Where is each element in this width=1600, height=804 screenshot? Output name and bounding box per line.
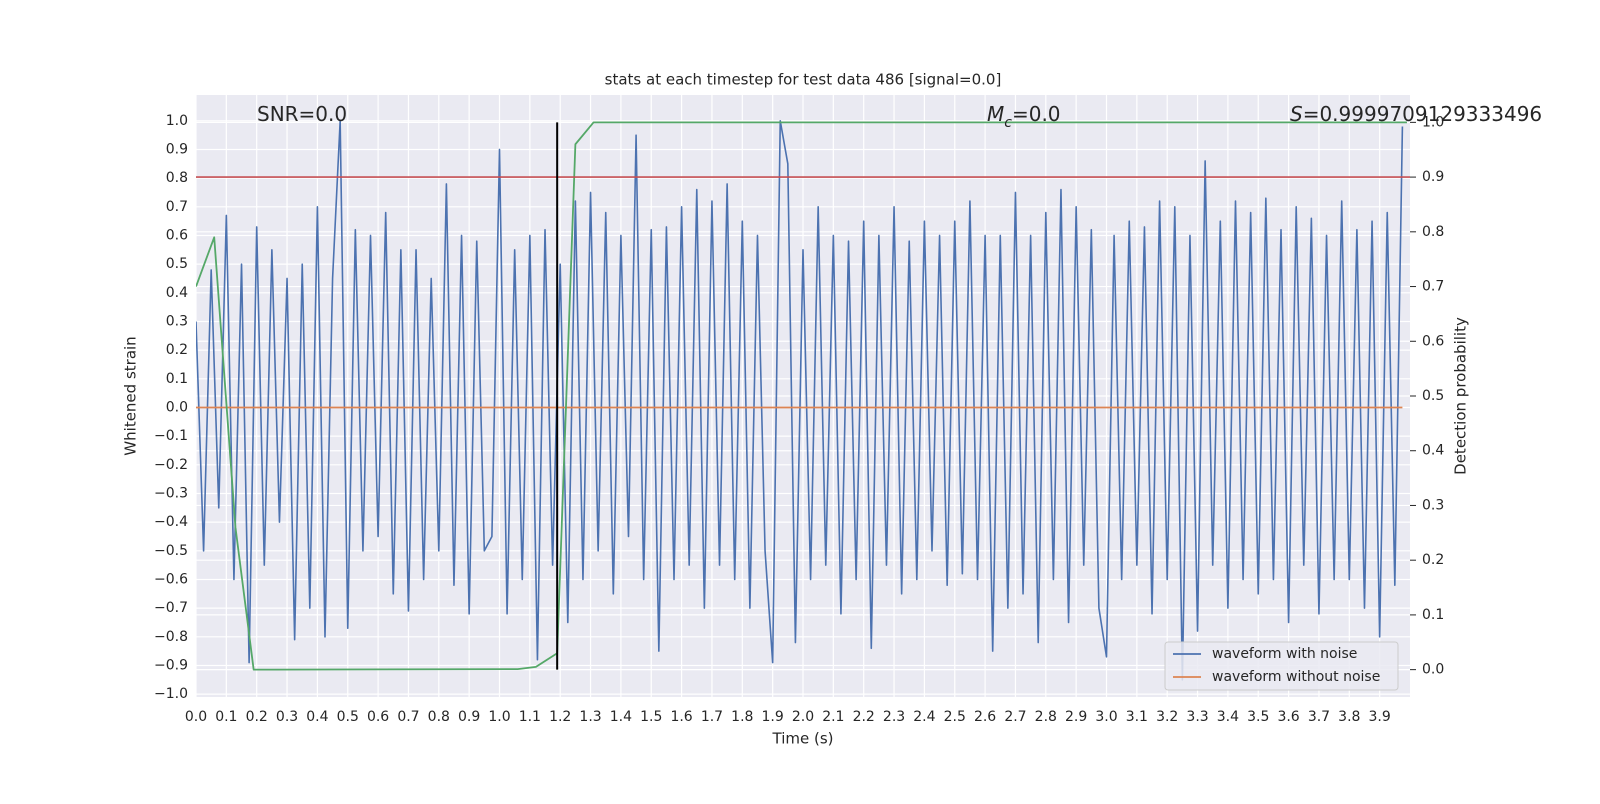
- y2-tick-label: 0.9: [1422, 169, 1444, 185]
- x-tick-label: 1.2: [549, 709, 571, 725]
- y-tick-label: 0.7: [166, 199, 188, 215]
- x-tick-label: 3.5: [1247, 709, 1269, 725]
- y-tick-label: 0.6: [166, 227, 188, 243]
- annotation-text: =0.9999709129333496: [1303, 102, 1542, 126]
- y-tick-label: −0.3: [154, 485, 188, 501]
- x-tick-label: 2.7: [1004, 709, 1026, 725]
- series-line: [196, 121, 1407, 671]
- x-tick-label: 2.5: [944, 709, 966, 725]
- x-tick-label: 0.3: [276, 709, 298, 725]
- x-tick-label: 3.1: [1126, 709, 1148, 725]
- annotation: Mc=0.0: [987, 102, 1061, 132]
- y-tick-label: −0.1: [154, 428, 188, 444]
- y2-tick-label: 0.8: [1422, 224, 1444, 240]
- labels: 0.0 0.1 0.2 0.3 0.4 0.5 0.6 0.7 0.8 0.9 1.0 1.1 1.2 1…: [154, 102, 1542, 726]
- x-tick-label: 3.6: [1277, 709, 1299, 725]
- y-tick-label: 0.3: [166, 313, 188, 329]
- x-tick-label: 2.1: [822, 709, 844, 725]
- x-tick-label: 2.2: [853, 709, 875, 725]
- y-tick-label: 0.5: [166, 256, 188, 272]
- x-tick-label: 1.0: [488, 709, 510, 725]
- y-tick-label: −0.6: [154, 571, 188, 587]
- x-tick-label: 2.4: [913, 709, 935, 725]
- x-tick-label: 1.3: [579, 709, 601, 725]
- x-tick-label: 3.4: [1217, 709, 1239, 725]
- x-tick-label: 1.1: [519, 709, 541, 725]
- y2-tick-label: 1.0: [1422, 114, 1444, 130]
- y-tick-label: −0.4: [154, 514, 188, 530]
- y-axis-label: Whitened strain: [122, 336, 140, 455]
- x-tick-label: 0.1: [215, 709, 237, 725]
- x-tick-label: 3.9: [1369, 709, 1391, 725]
- y-tick-label: 0.1: [166, 371, 188, 387]
- x-tick-label: 0.6: [367, 709, 389, 725]
- x-tick-label: 3.8: [1338, 709, 1360, 725]
- legend: waveform with noise waveform without nois…: [1164, 641, 1399, 691]
- x-tick-label: 1.6: [670, 709, 692, 725]
- y-tick-label: 0.4: [166, 285, 188, 301]
- y-tick-label: −0.5: [154, 543, 188, 559]
- x-tick-label: 3.3: [1186, 709, 1208, 725]
- y-tick-label: 1.0: [166, 113, 188, 129]
- y-tick-label: −0.2: [154, 457, 188, 473]
- y-tick-label: −1.0: [154, 686, 188, 702]
- x-tick-label: 0.2: [246, 709, 268, 725]
- legend-box: [1164, 641, 1399, 691]
- x-tick-label: 1.9: [762, 709, 784, 725]
- y2-tick-label: 0.0: [1422, 662, 1444, 678]
- annotation: SNR=0.0: [257, 102, 347, 126]
- y-tick-label: −0.8: [154, 629, 188, 645]
- y-tick-label: 0.2: [166, 342, 188, 358]
- x-tick-label: 3.2: [1156, 709, 1178, 725]
- legend-label: waveform with noise: [1212, 646, 1357, 662]
- x-tick-label: 2.3: [883, 709, 905, 725]
- x-tick-label: 2.8: [1035, 709, 1057, 725]
- x-tick-label: 2.0: [792, 709, 814, 725]
- marks: [196, 120, 1410, 681]
- y-tick-label: 0.0: [166, 399, 188, 415]
- x-tick-label: 3.7: [1308, 709, 1330, 725]
- series-line: [196, 120, 1404, 681]
- x-tick-label: 3.0: [1095, 709, 1117, 725]
- annotation: S=0.9999709129333496: [1290, 102, 1542, 126]
- y-tick-label: −0.9: [154, 657, 188, 673]
- chart-title: stats at each timestep for test data 486…: [605, 71, 1002, 89]
- x-tick-label: 1.4: [610, 709, 632, 725]
- y2-axis-label: Detection probability: [1452, 317, 1470, 475]
- x-tick-label: 0.0: [185, 709, 207, 725]
- x-tick-label: 2.6: [974, 709, 996, 725]
- x-tick-label: 0.5: [337, 709, 359, 725]
- x-tick-label: 1.8: [731, 709, 753, 725]
- y2-tick-label: 0.5: [1422, 388, 1444, 404]
- annotation-subscript: c: [1004, 115, 1012, 131]
- y-tick-label: 0.8: [166, 170, 188, 186]
- annotation-text: SNR=0.0: [257, 102, 347, 126]
- annotation-symbol: S: [1290, 102, 1303, 126]
- y2-tick-label: 0.3: [1422, 497, 1444, 513]
- x-tick-label: 0.9: [458, 709, 480, 725]
- y2-tick-label: 0.4: [1422, 443, 1444, 459]
- y2-tick-label: 0.2: [1422, 552, 1444, 568]
- legend-label: waveform without noise: [1212, 669, 1380, 685]
- y-tick-label: −0.7: [154, 600, 188, 616]
- x-tick-label: 0.8: [428, 709, 450, 725]
- x-tick-label: 0.7: [397, 709, 419, 725]
- x-tick-label: 1.7: [701, 709, 723, 725]
- x-tick-label: 1.5: [640, 709, 662, 725]
- y-tick-label: 0.9: [166, 141, 188, 157]
- annotation-symbol: M: [987, 102, 1004, 126]
- y2-tick-label: 0.7: [1422, 279, 1444, 295]
- annotation-text: =0.0: [1012, 102, 1061, 126]
- y2-tick-label: 0.1: [1422, 607, 1444, 623]
- x-axis-label: Time (s): [772, 730, 834, 748]
- x-tick-label: 0.4: [306, 709, 328, 725]
- x-tick-label: 2.9: [1065, 709, 1087, 725]
- y2-tick-label: 0.6: [1422, 333, 1444, 349]
